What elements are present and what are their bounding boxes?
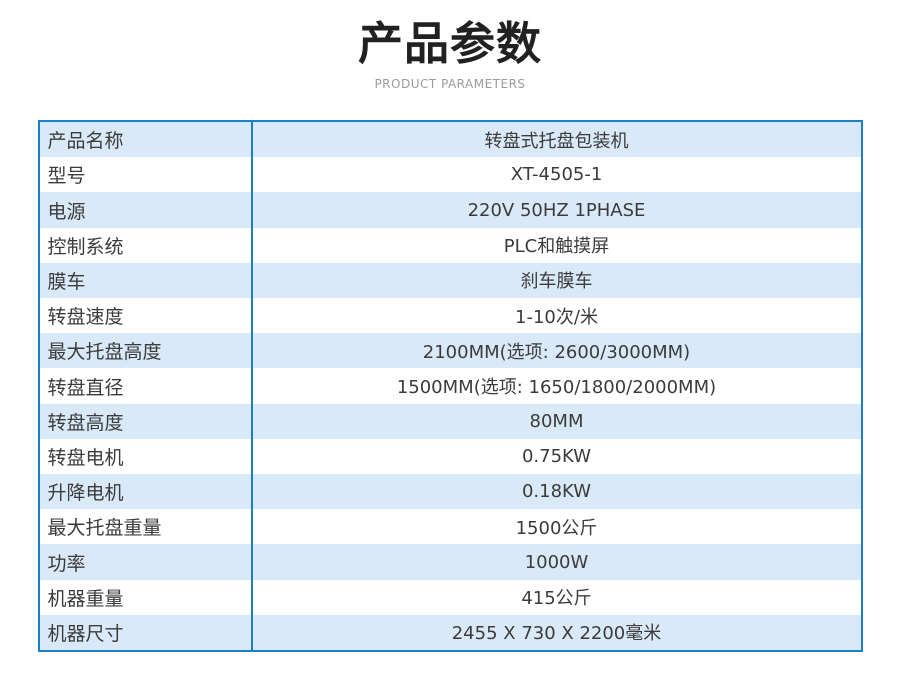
table-row: 转盘高度 80MM (39, 403, 861, 439)
param-label: 最大托盘高度 (40, 333, 253, 369)
table-row: 机器重量 415公斤 (39, 579, 861, 615)
param-value: 2455 X 730 X 2200毫米 (451, 623, 662, 645)
table-row: 控制系统 PLC和触摸屏 (39, 227, 861, 263)
param-value: 转盘式托盘包装机 (484, 130, 629, 152)
table-row: 转盘电机 0.75KW (39, 438, 861, 475)
param-value: 80MM (529, 410, 584, 432)
param-label: 最大托盘重量 (40, 509, 253, 545)
table-row: 电源 220V 50HZ 1PHASE (39, 192, 861, 228)
param-label: 控制系统 (40, 227, 253, 263)
table-row: 最大托盘高度 2100MM(选项: 2600/3000MM) (39, 333, 861, 369)
param-label: 转盘直径 (40, 368, 253, 404)
param-value: 1500公斤 (515, 517, 598, 539)
table-row: 转盘直径 1500MM(选项: 1650/1800/2000MM) (39, 368, 861, 404)
spec-table: 产品名称 转盘式托盘包装机 型号 XT-4505-1 电源 220V 50HZ … (37, 120, 863, 652)
param-label: 型号 (40, 157, 253, 193)
page-subtitle: PRODUCT PARAMETERS (374, 77, 526, 91)
table-row: 机器尺寸 2455 X 730 X 2200毫米 (39, 614, 861, 651)
table-row: 型号 XT-4505-1 (39, 157, 861, 193)
table-row: 产品名称 转盘式托盘包装机 (39, 122, 861, 158)
param-value: 1-10次/米 (515, 306, 598, 328)
param-label: 膜车 (40, 262, 253, 299)
param-label: 电源 (40, 192, 253, 228)
param-label: 转盘电机 (40, 438, 253, 475)
param-value: 0.18KW (521, 481, 592, 503)
table-row: 最大托盘重量 1500公斤 (39, 509, 861, 545)
param-label: 转盘速度 (40, 298, 253, 334)
param-value: 1000W (524, 551, 589, 573)
table-row: 升降电机 0.18KW (39, 474, 861, 510)
param-label: 转盘高度 (40, 403, 253, 439)
table-row: 功率 1000W (39, 544, 861, 580)
product-parameters-page: 产品参数 PRODUCT PARAMETERS 产品名称 转盘式托盘包装机 型号… (0, 18, 900, 688)
page-title: 产品参数 (357, 17, 542, 70)
param-value: 刹车膜车 (520, 271, 593, 293)
param-label: 机器尺寸 (40, 614, 253, 651)
param-value: 2100MM(选项: 2600/3000MM) (422, 341, 691, 363)
table-row: 转盘速度 1-10次/米 (39, 298, 861, 334)
param-value: PLC和触摸屏 (503, 236, 610, 258)
param-label: 机器重量 (40, 579, 253, 615)
table-row: 膜车 刹车膜车 (39, 262, 861, 299)
param-value: 0.75KW (521, 445, 592, 467)
param-value: 415公斤 (521, 588, 592, 610)
param-label: 升降电机 (40, 474, 253, 510)
param-label: 功率 (40, 544, 253, 580)
param-value: XT-4505-1 (510, 164, 603, 186)
param-label: 产品名称 (40, 122, 253, 158)
param-value: 1500MM(选项: 1650/1800/2000MM) (396, 377, 717, 399)
param-value: 220V 50HZ 1PHASE (467, 199, 646, 221)
